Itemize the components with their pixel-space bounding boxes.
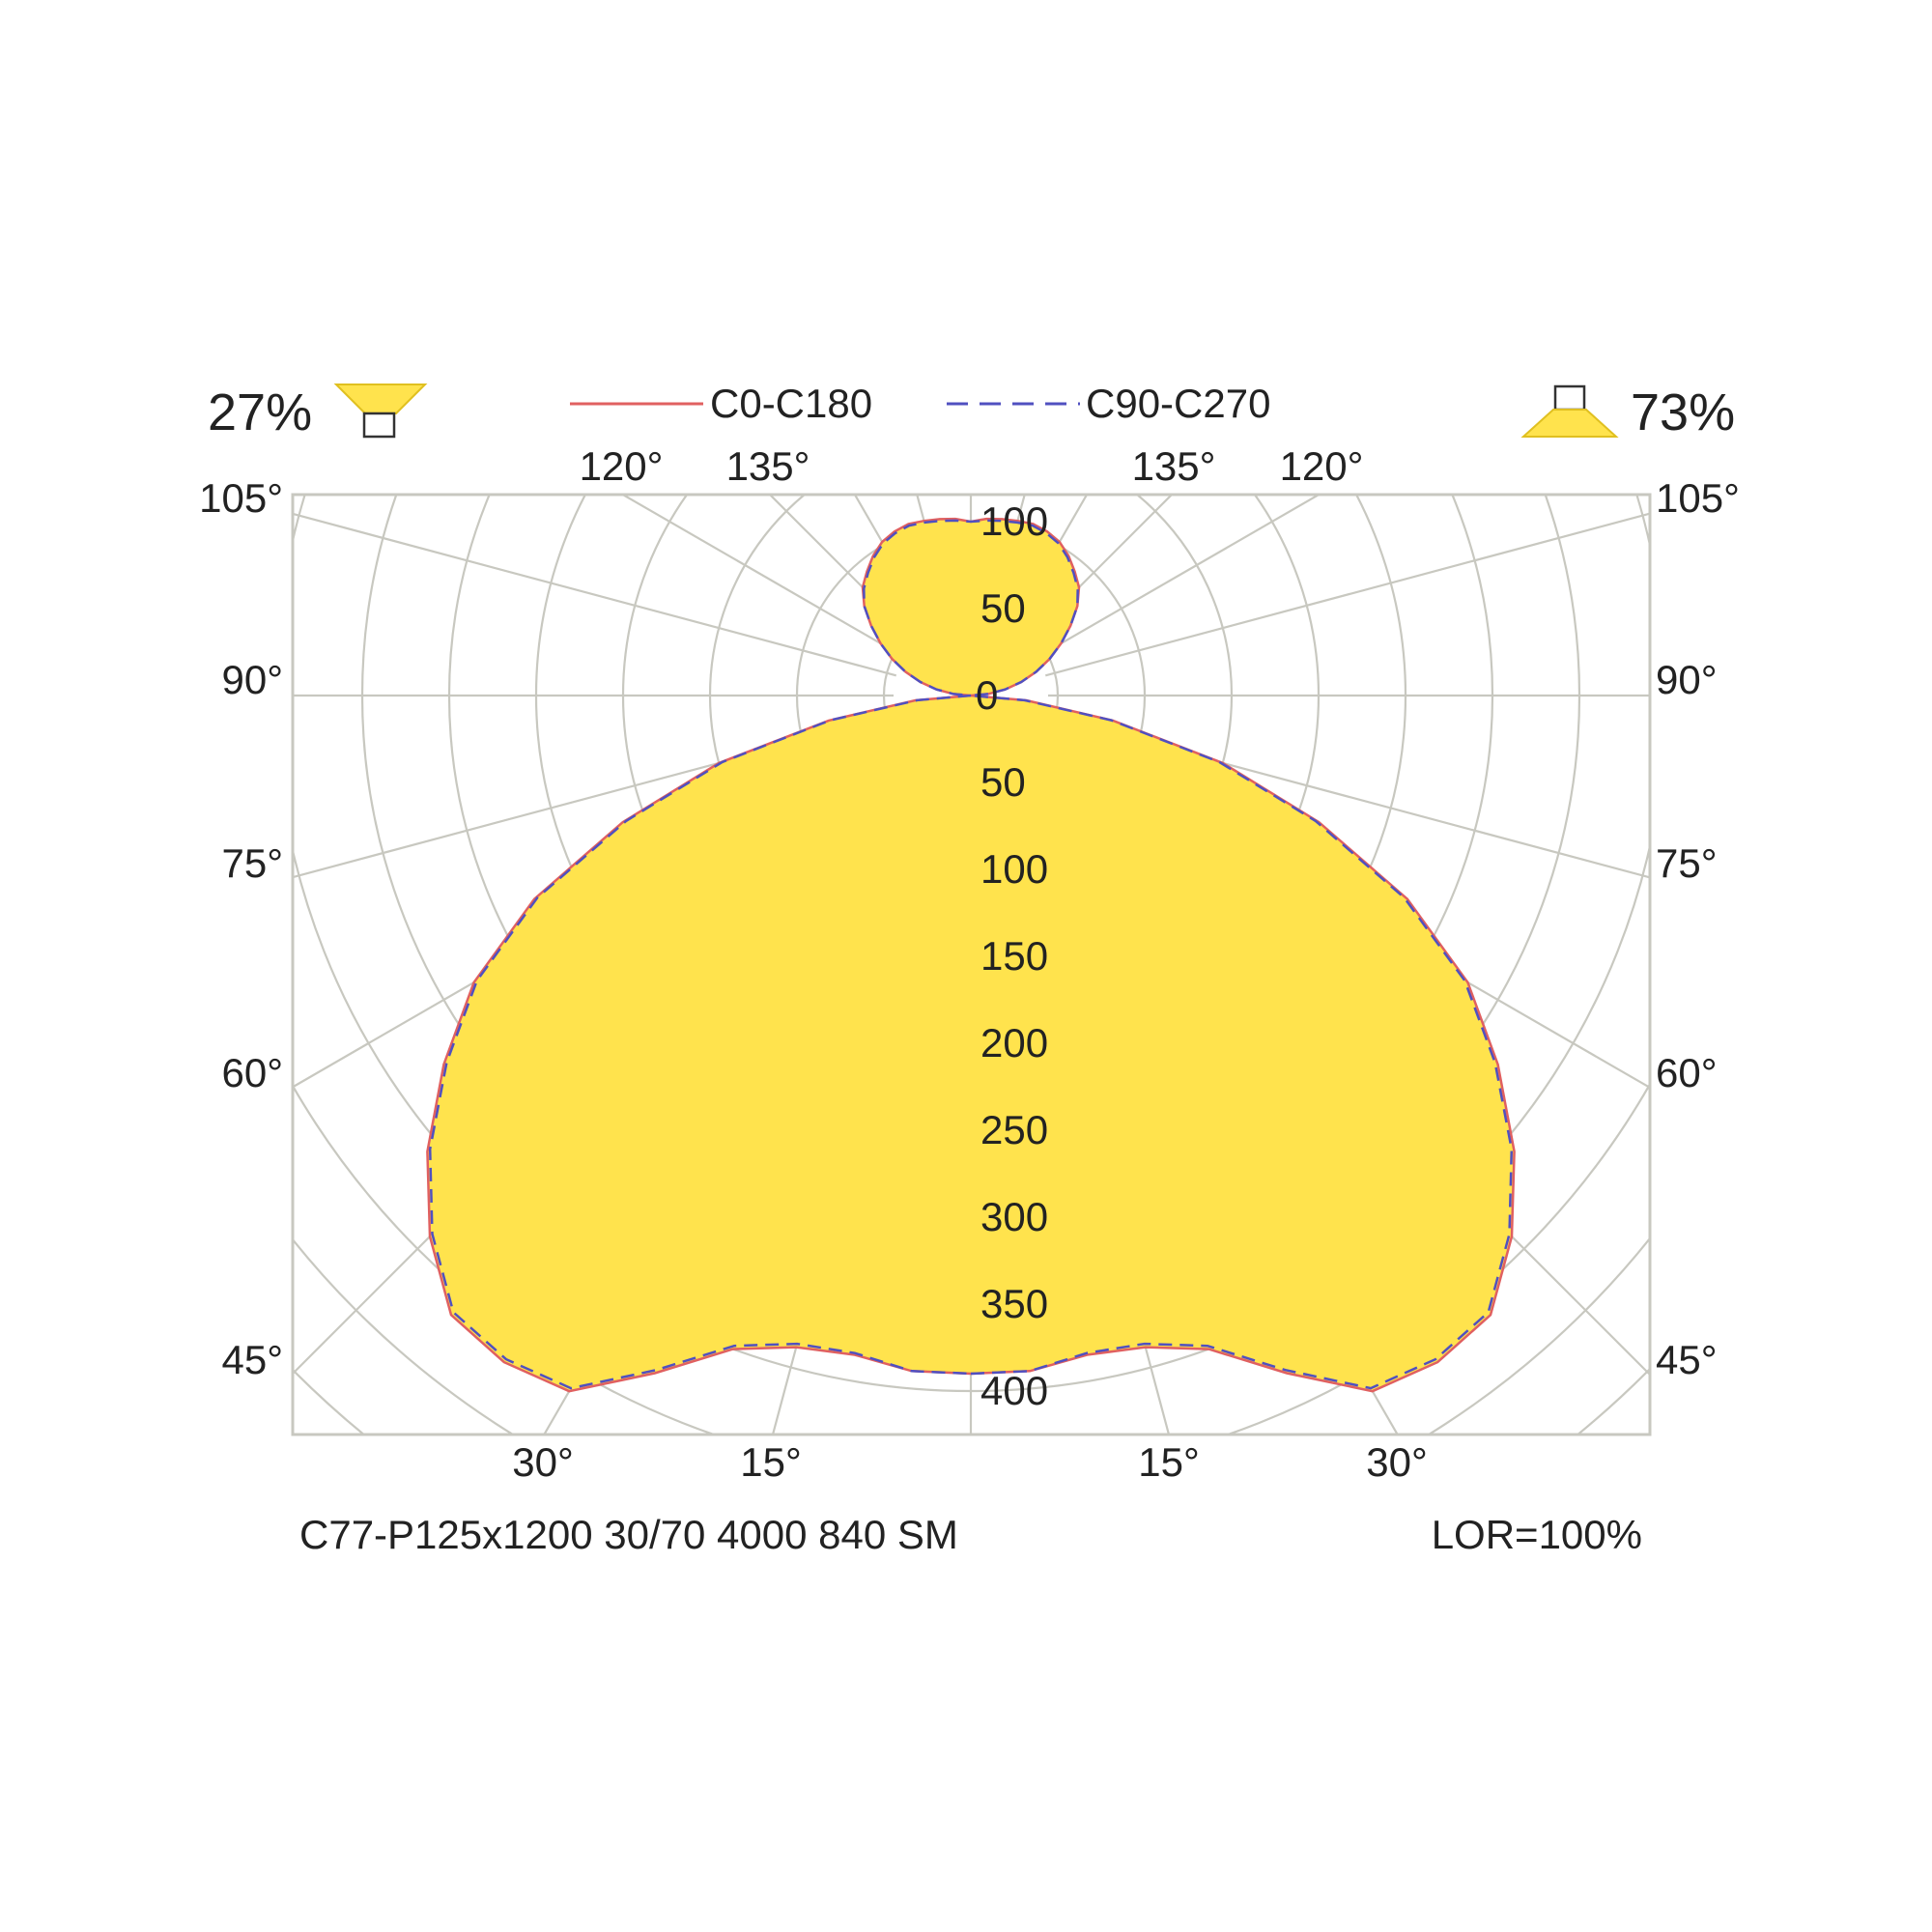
product-label: C77-P125x1200 30/70 4000 840 SM (299, 1512, 958, 1557)
angle-label-top: 135° (726, 443, 810, 489)
legend: C0-C180 C90-C270 (570, 381, 1270, 426)
lor-label: LOR=100% (1432, 1512, 1642, 1557)
grid-ray (768, 495, 918, 642)
axis-labels: 0 50 100 50 100 150 200 250 300 350 400 105° 105° 90°… (199, 443, 1740, 1485)
angle-label-right: 45° (1656, 1337, 1718, 1382)
uplight-icon (333, 384, 428, 439)
angle-label-top: 120° (1280, 443, 1364, 489)
radial-label: 300 (980, 1194, 1048, 1239)
intensity-fill (427, 519, 1515, 1392)
legend-label-c0: C0-C180 (710, 381, 872, 426)
grid-ray (1037, 495, 1321, 658)
grid-ray (293, 714, 897, 879)
radial-label: 50 (980, 585, 1026, 631)
radial-label: 350 (980, 1281, 1048, 1326)
grid-ray (1044, 714, 1650, 879)
series-c90-c270 (428, 519, 1514, 1390)
radial-label: 400 (980, 1368, 1048, 1413)
downward-percent: 73% (1631, 384, 1735, 441)
grid-ray (1044, 512, 1650, 677)
angle-label-left: 60° (221, 1050, 283, 1095)
angle-label-left: 45° (221, 1337, 283, 1382)
angle-label-right: 105° (1656, 475, 1740, 521)
angle-label-bottom: 15° (740, 1439, 802, 1485)
radial-label: 100 (980, 498, 1048, 544)
angle-label-top: 135° (1132, 443, 1216, 489)
radial-label: 50 (980, 759, 1026, 805)
distribution-area (427, 519, 1515, 1392)
radial-label: 200 (980, 1020, 1048, 1065)
angle-label-right: 60° (1656, 1050, 1718, 1095)
radial-label: 150 (980, 933, 1048, 979)
radial-label: 100 (980, 846, 1048, 892)
angle-label-bottom: 30° (512, 1439, 574, 1485)
angle-label-right: 90° (1656, 657, 1718, 702)
upward-percent: 27% (208, 384, 312, 441)
legend-label-c90: C90-C270 (1086, 381, 1270, 426)
radial-label: 0 (976, 672, 998, 718)
grid-ray (293, 512, 897, 677)
downlight-icon (1520, 384, 1619, 438)
series-curves (426, 517, 1516, 1393)
angle-label-bottom: 15° (1138, 1439, 1200, 1485)
angle-label-bottom: 30° (1366, 1439, 1428, 1485)
angle-label-left: 105° (199, 475, 283, 521)
angle-label-left: 75° (221, 840, 283, 886)
angle-label-left: 90° (221, 657, 283, 702)
grid-ray (620, 495, 905, 658)
grid-ray (1024, 495, 1174, 642)
angle-label-right: 75° (1656, 840, 1718, 886)
angle-label-top: 120° (580, 443, 664, 489)
radial-label: 250 (980, 1107, 1048, 1152)
